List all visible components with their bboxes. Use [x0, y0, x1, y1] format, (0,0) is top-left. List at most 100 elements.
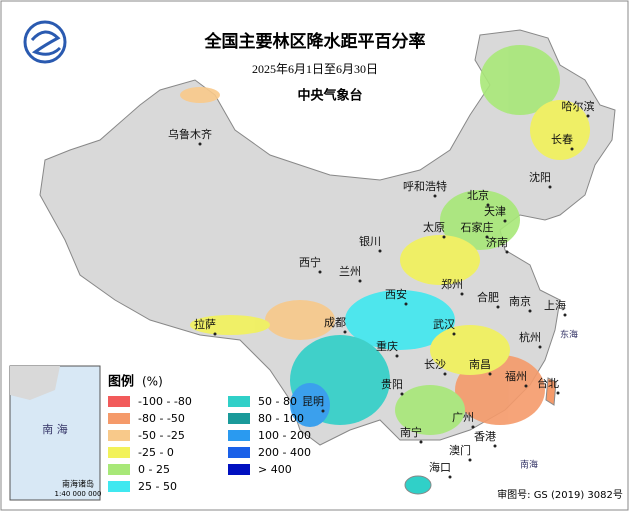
legend-swatch: [228, 396, 250, 407]
date: 2025年6月1日至6月30日: [252, 62, 378, 76]
city-dot: [433, 194, 437, 198]
city-label: 西宁: [299, 255, 321, 269]
legend-label: 50 - 80: [258, 395, 297, 408]
legend-swatch: [108, 481, 130, 492]
city-label: 南京: [509, 294, 531, 308]
city-label: 南昌: [469, 358, 491, 371]
review-number: 审图号: GS (2019) 3082号: [497, 488, 623, 501]
city-dot: [556, 391, 560, 395]
legend-label: 80 - 100: [258, 412, 304, 425]
city-dot: [563, 313, 567, 317]
city-dot: [460, 292, 464, 296]
city-label: 合肥: [477, 290, 499, 304]
legend-swatch: [108, 447, 130, 458]
inset-sea: 南 海: [42, 422, 68, 436]
legend-swatch: [228, 464, 250, 475]
city-dot: [443, 372, 447, 376]
inset: [9, 365, 101, 501]
city-label: 广州: [452, 411, 474, 424]
legend-unit: (%): [142, 375, 163, 389]
legend-label: > 400: [258, 463, 292, 476]
legend-swatch: [108, 413, 130, 424]
city-label: 上海: [544, 298, 566, 312]
taiwan: [545, 377, 557, 406]
city-dot: [395, 354, 399, 358]
city-dot: [496, 305, 500, 309]
city-dot: [505, 250, 509, 254]
city-dot: [400, 392, 404, 396]
city-label: 长沙: [424, 358, 446, 371]
title: 全国主要林区降水距平百分率: [204, 31, 426, 52]
city-dot: [486, 203, 490, 207]
legend-label: -80 - -50: [138, 412, 185, 425]
city-label: 南宁: [400, 425, 422, 439]
city-label: 澳门: [449, 443, 471, 457]
city-dot: [538, 345, 542, 349]
city-label: 成都: [324, 316, 346, 329]
city-label: 太原: [423, 221, 445, 234]
city-label: 贵阳: [381, 378, 403, 391]
city-label: 北京: [467, 188, 489, 202]
legend-label: 100 - 200: [258, 429, 311, 442]
sea-label: 南海: [520, 459, 538, 471]
city-label: 哈尔滨: [562, 99, 595, 113]
city-dot: [471, 425, 475, 429]
legend-label: -50 - -25: [138, 429, 185, 442]
city-label: 沈阳: [529, 170, 551, 184]
inset-label: 南海诸岛: [62, 479, 94, 489]
city-label: 杭州: [519, 330, 541, 344]
city-label: 乌鲁木齐: [168, 127, 212, 141]
legend-swatch: [108, 396, 130, 407]
legend-swatch: [228, 430, 250, 441]
city-label: 海口: [429, 460, 451, 474]
city-label: 郑州: [441, 277, 463, 291]
legend-swatch: [228, 413, 250, 424]
city-dot: [488, 372, 492, 376]
legend-label: 200 - 400: [258, 446, 311, 459]
legend-label: 25 - 50: [138, 480, 177, 493]
legend-title: 图例: [108, 374, 134, 390]
city-label: 西安: [385, 287, 407, 301]
city-dot: [468, 458, 472, 462]
city-dot: [503, 219, 507, 223]
legend-label: -100 - -80: [138, 395, 192, 408]
legend-label: -25 - 0: [138, 446, 174, 459]
legend-swatch: [108, 430, 130, 441]
city-dot: [524, 384, 528, 388]
city-dot: [358, 279, 362, 283]
city-dot: [404, 302, 408, 306]
city-dot: [343, 330, 347, 334]
city-label: 武汉: [433, 318, 455, 331]
city-label: 兰州: [339, 265, 361, 278]
city-dot: [586, 114, 590, 118]
city-dot: [448, 475, 452, 479]
city-label: 长春: [551, 133, 573, 146]
city-dot: [198, 142, 202, 146]
city-dot: [528, 309, 532, 313]
city-dot: [452, 332, 456, 336]
city-label: 昆明: [302, 395, 324, 408]
city-dot: [442, 235, 446, 239]
city-dot: [419, 440, 423, 444]
sea-label: 东海: [560, 329, 578, 341]
city-dot: [213, 332, 217, 336]
city-label: 香港: [474, 430, 496, 443]
city-label: 福州: [505, 369, 527, 383]
city-label: 天津: [484, 205, 506, 218]
inset-scale: 1:40 000 000: [55, 490, 102, 498]
city-label: 台北: [537, 376, 559, 390]
city-dot: [485, 235, 489, 239]
city-dot: [493, 444, 497, 448]
issuer: 中央气象台: [297, 88, 362, 104]
city-label: 济南: [486, 235, 508, 249]
city-dot: [318, 270, 322, 274]
hainan: [404, 475, 432, 495]
emblem: [23, 20, 67, 64]
legend-swatch: [228, 447, 250, 458]
city-dot: [378, 249, 382, 253]
city-label: 重庆: [376, 339, 398, 353]
city-label: 石家庄: [461, 220, 494, 234]
city-dot: [570, 147, 574, 151]
legend-swatch: [108, 464, 130, 475]
